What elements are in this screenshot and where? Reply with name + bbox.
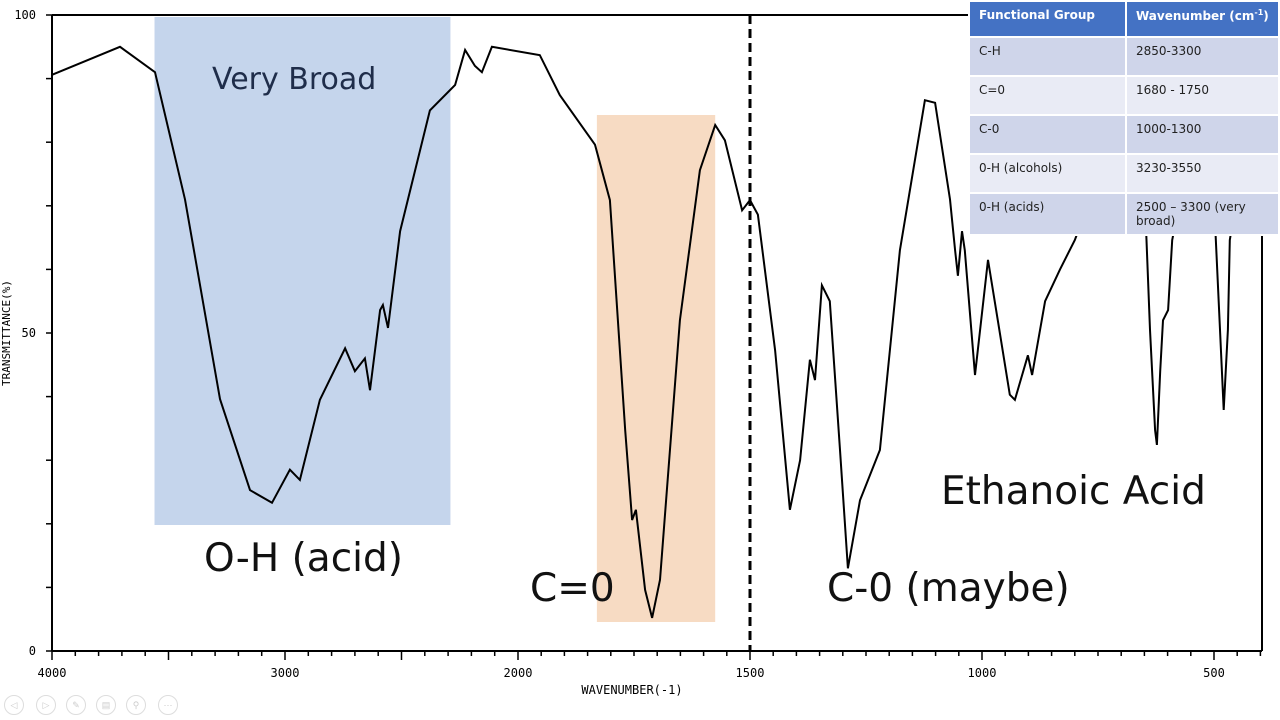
table-row: C=0 1680 - 1750 <box>968 75 1280 116</box>
y-tick-label: 100 <box>14 8 36 22</box>
y-tick-label: 0 <box>29 644 36 658</box>
more-options-icon[interactable]: ⋯ <box>158 695 178 715</box>
table-row: 0-H (alcohols) 3230-3550 <box>968 153 1280 194</box>
x-tick-label: 1000 <box>968 666 997 680</box>
y-tick-label: 50 <box>22 326 36 340</box>
spectrum-line <box>51 45 1262 619</box>
c-double-o-label: C=0 <box>530 566 615 611</box>
next-slide-button[interactable]: ▷ <box>36 695 56 715</box>
slides-icon[interactable]: ▤ <box>96 695 116 715</box>
table-row: 0-H (acids) 2500 – 3300 (very broad) <box>968 192 1280 236</box>
y-axis-label: TRANSMITTANCE(%) <box>0 280 13 386</box>
table-header: Functional Group <box>968 0 1127 38</box>
table-header-row: Functional Group Wavenumber (cm-1) <box>968 0 1280 38</box>
ethanoic-acid-label: Ethanoic Acid <box>941 469 1206 514</box>
x-axis-label: WAVENUMBER(-1) <box>581 683 682 697</box>
table-header: Wavenumber (cm-1) <box>1125 0 1280 38</box>
c-o-maybe-label: C-0 (maybe) <box>827 566 1070 611</box>
x-tick-label: 4000 <box>38 666 67 680</box>
highlight-region <box>154 17 451 525</box>
previous-slide-button[interactable]: ◁ <box>4 695 24 715</box>
functional-group-table: Functional Group Wavenumber (cm-1) C-H 28… <box>968 0 1280 236</box>
x-tick-label: 3000 <box>271 666 300 680</box>
very-broad-label: Very Broad <box>212 62 377 97</box>
zoom-icon[interactable]: ⚲ <box>126 695 146 715</box>
table-row: C-H 2850-3300 <box>968 36 1280 77</box>
x-tick-label: 2000 <box>504 666 533 680</box>
oh-acid-label: O-H (acid) <box>204 536 403 581</box>
x-tick-label: 1500 <box>736 666 765 680</box>
table-row: C-0 1000-1300 <box>968 114 1280 155</box>
x-tick-label: 500 <box>1203 666 1225 680</box>
pen-icon[interactable]: ✎ <box>66 695 86 715</box>
